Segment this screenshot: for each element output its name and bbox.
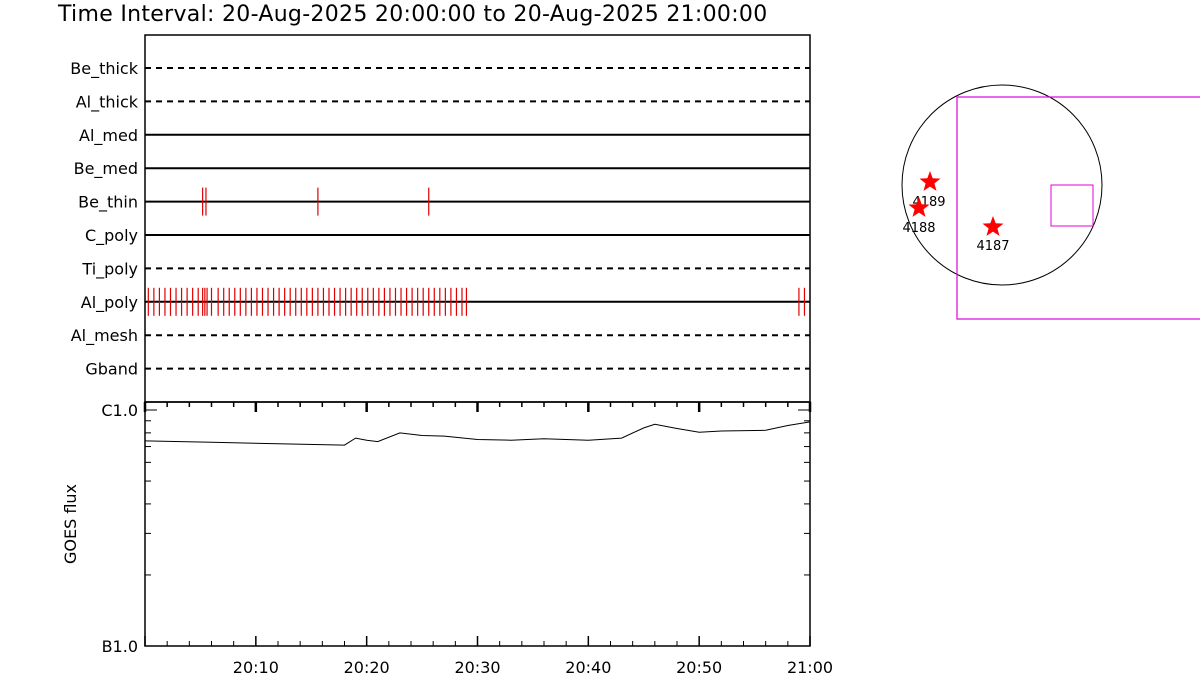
eis-fov-box [1050,184,1094,227]
channel-row: Al_poly [81,287,810,316]
channel-row: C_poly [85,226,810,246]
channel-label: Be_thin [78,193,138,213]
channel-row: Ti_poly [81,259,810,279]
channel-row: Gband [85,360,810,379]
channel-row: Be_thick [70,59,810,79]
channel-label: Al_mesh [71,326,138,346]
x-tick-label: 20:50 [676,658,722,677]
channel-label: Ti_poly [81,259,138,279]
active-region: 4187 [976,216,1010,254]
active-region-star-icon [919,171,941,191]
chart-title: Time Interval: 20-Aug-2025 20:00:00 to 2… [58,2,768,27]
active-region-label: 4187 [976,239,1009,254]
goes-frame [144,401,811,647]
channel-row: Al_mesh [71,326,810,346]
x-tick-label: 20:10 [233,658,279,677]
y-axis-label: GOES flux [61,484,80,564]
timeline-panel: Be_thick Al_thick Al_med Be_med Be_thin C_pol… [70,34,811,403]
goes-flux-line [144,421,811,446]
y-tick-label: C1.0 [101,401,138,420]
channel-label: Al_thick [76,92,139,112]
channel-label: Al_poly [81,293,138,313]
xrt-fov-box [956,96,1200,320]
channel-label: C_poly [85,226,138,246]
x-tick-label: 21:00 [787,658,833,677]
goes-flux-panel: C1.0 B1.0 20:10 20:20 20:30 20:40 20:50 21:00 GO… [61,401,833,677]
channel-row: Be_thin [78,187,810,216]
x-tick-label: 20:40 [565,658,611,677]
channel-row: Al_med [79,126,810,146]
active-region-label: 4188 [902,221,935,236]
x-tick-label: 20:30 [454,658,500,677]
active-region: 4188 [902,197,936,236]
active-region-star-icon [982,216,1004,236]
y-tick-label: B1.0 [102,637,138,656]
solar-disk [901,84,1103,286]
x-tick-label: 20:20 [344,658,390,677]
timeline-frame [144,34,811,403]
channel-label: Al_med [79,126,138,146]
active-region-star-icon [908,197,930,217]
channel-row: Be_med [74,159,810,179]
channel-label: Be_thick [70,59,138,79]
channel-label: Be_med [74,159,138,179]
channel-row: Al_thick [76,92,810,112]
channel-label: Gband [85,360,138,379]
